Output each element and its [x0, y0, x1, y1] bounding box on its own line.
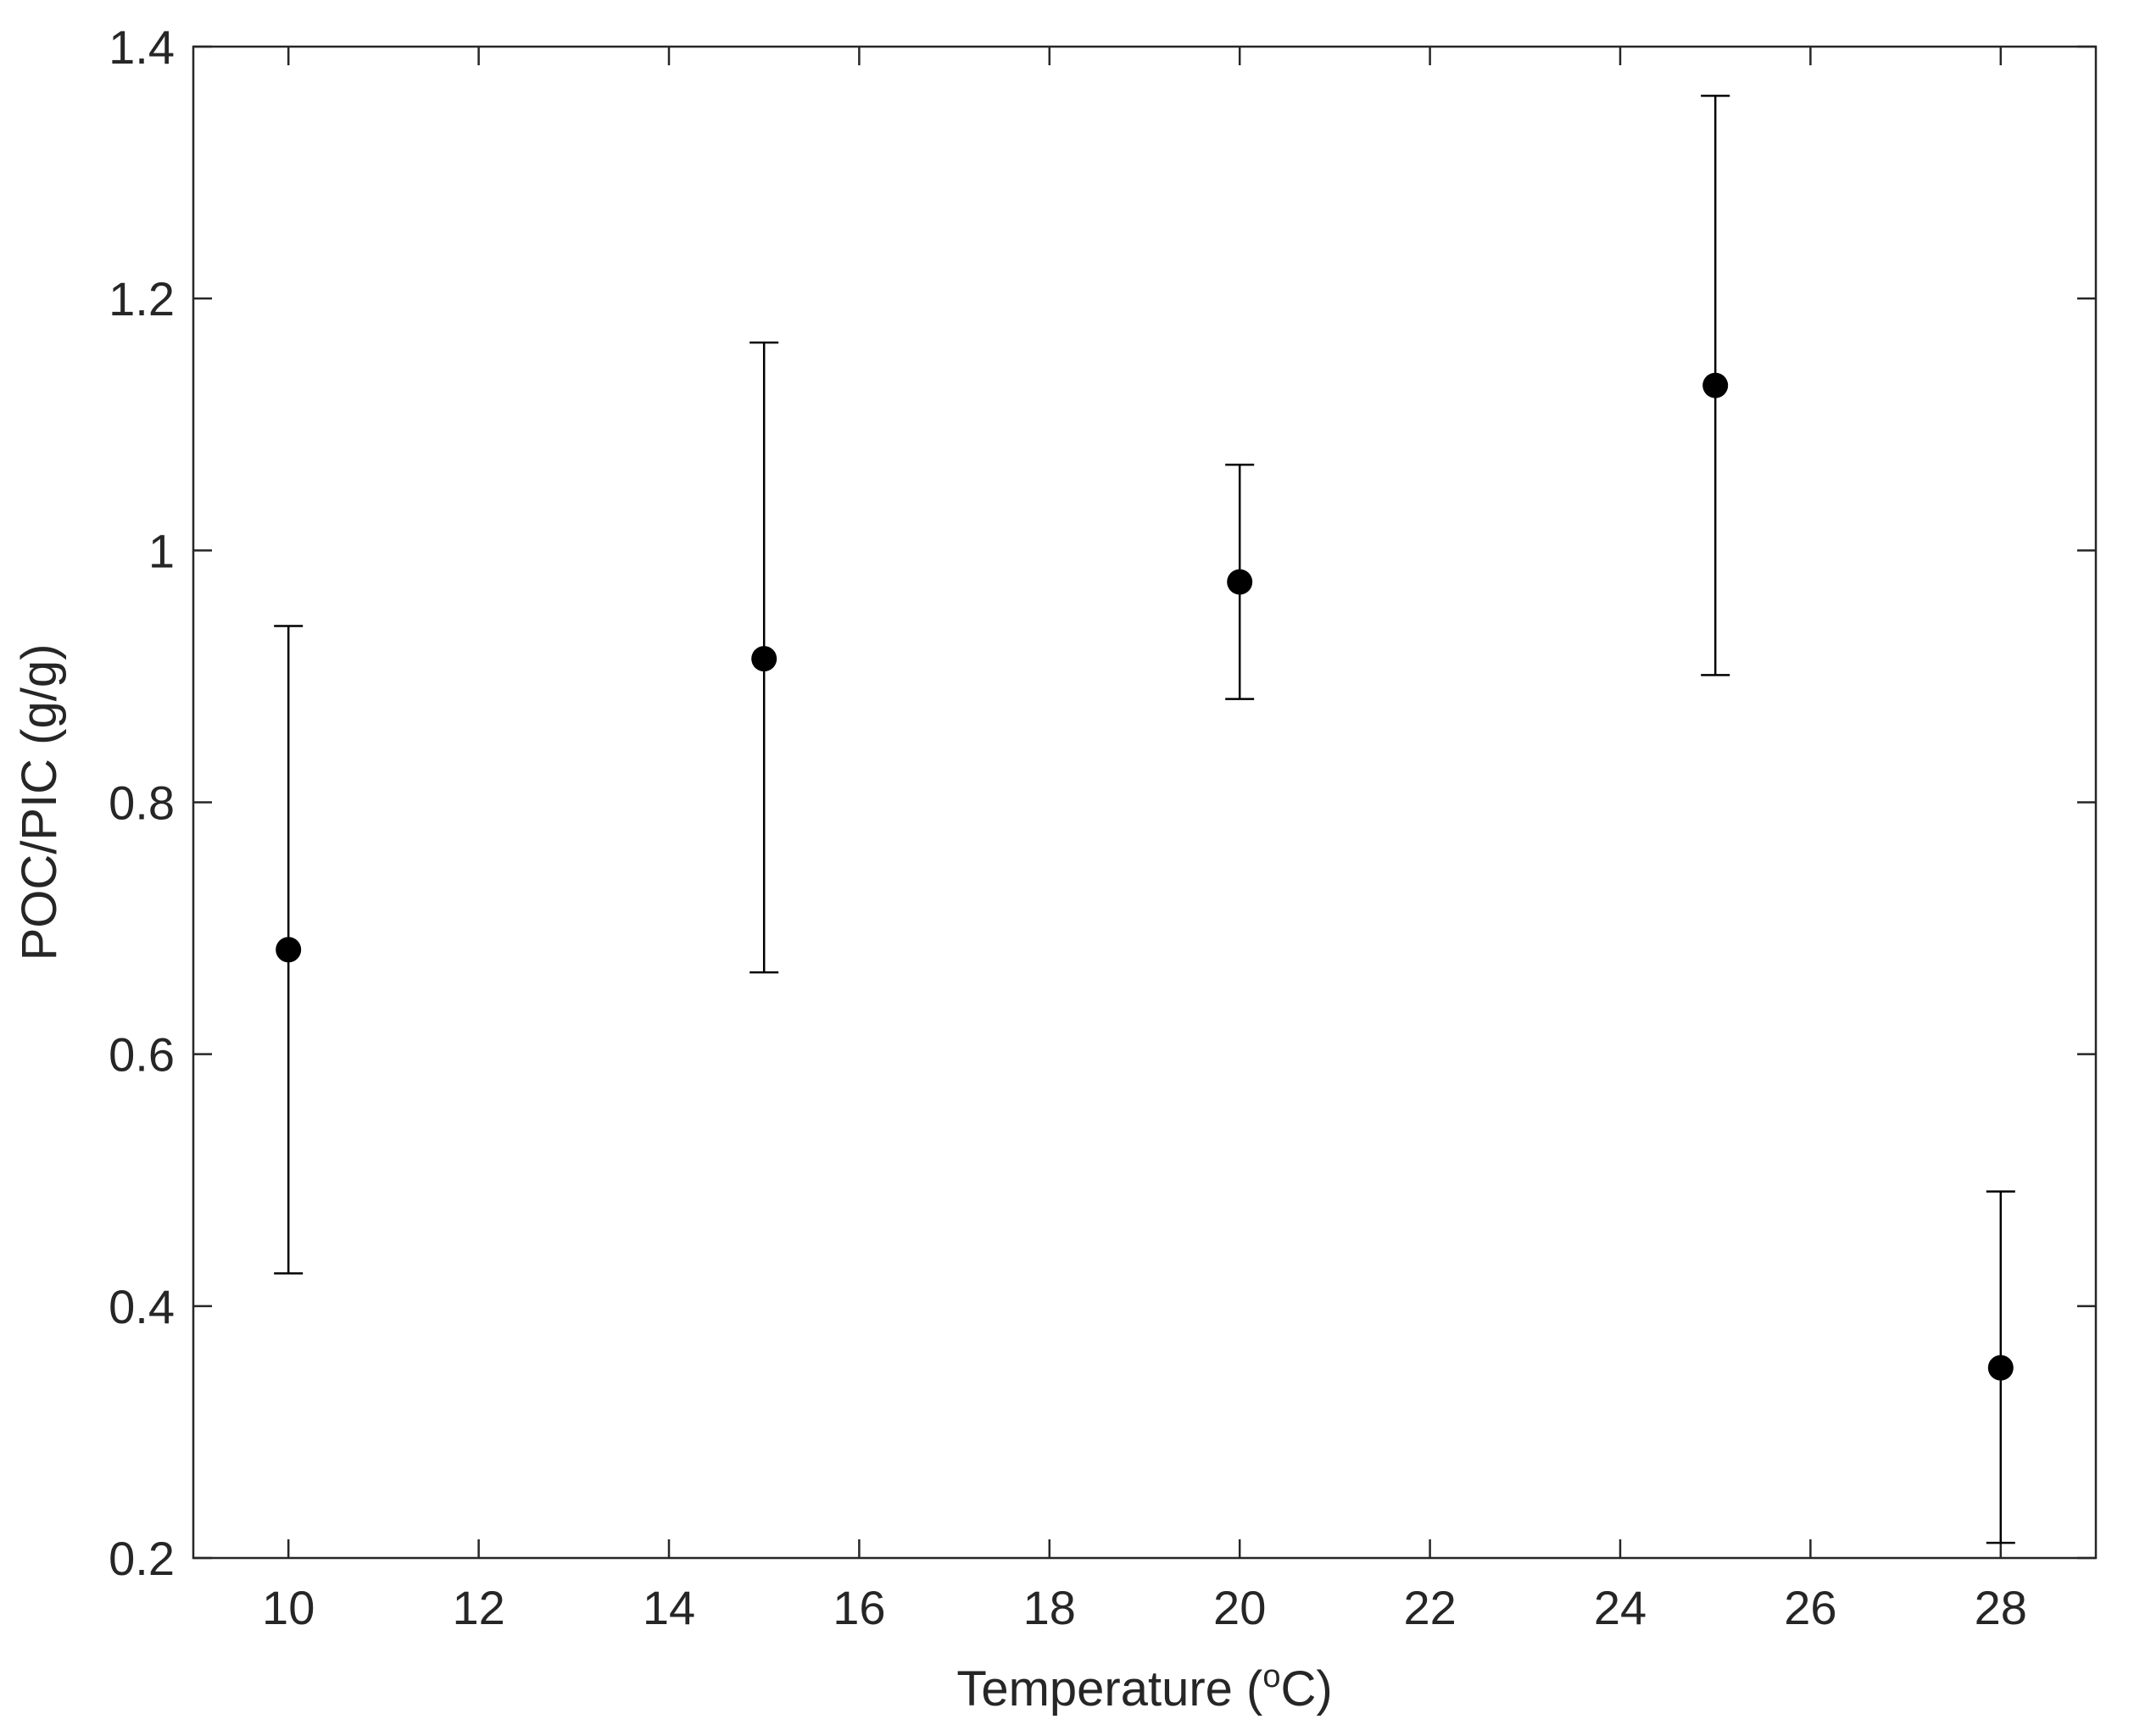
x-axis-label: Temperature (oC) [956, 1659, 1332, 1717]
x-tick-label: 18 [1023, 1581, 1076, 1634]
x-tick-label: 12 [452, 1581, 504, 1634]
x-tick-label: 22 [1403, 1581, 1456, 1634]
x-axis-label-prefix: Temperature ( [956, 1661, 1262, 1717]
x-axis-label-suffix: C) [1280, 1661, 1332, 1717]
y-tick-label: 1.2 [109, 272, 175, 326]
data-point [1702, 372, 1729, 398]
data-point [751, 646, 777, 672]
x-tick-label: 10 [262, 1581, 315, 1634]
x-axis-label-superscript: o [1262, 1659, 1280, 1694]
tick-labels: 10 12 14 16 18 20 22 24 26 28 0.2 0.4 0.6 0.8 1 1.2 1.4 [109, 20, 2027, 1634]
y-tick-label: 0.8 [109, 776, 175, 830]
axis-ticks [193, 45, 2096, 1560]
x-tick-label: 20 [1213, 1581, 1266, 1634]
y-axis-label: POC/PIC (g/g) [12, 644, 67, 961]
x-tick-label: 24 [1594, 1581, 1646, 1634]
y-tick-label: 0.6 [109, 1028, 175, 1082]
data-point [1987, 1355, 2014, 1381]
data-point [276, 937, 302, 963]
plot-area [192, 45, 2098, 1560]
x-tick-label: 28 [1975, 1581, 2027, 1634]
y-tick-label: 1 [148, 524, 175, 577]
y-tick-label: 0.4 [109, 1280, 175, 1333]
x-tick-label: 14 [643, 1581, 695, 1634]
x-tick-label: 16 [833, 1581, 885, 1634]
y-tick-label: 1.4 [109, 20, 175, 74]
y-tick-label: 0.2 [109, 1532, 175, 1585]
data-point [1227, 569, 1253, 595]
x-tick-label: 26 [1784, 1581, 1836, 1634]
data-markers [276, 372, 2014, 1381]
